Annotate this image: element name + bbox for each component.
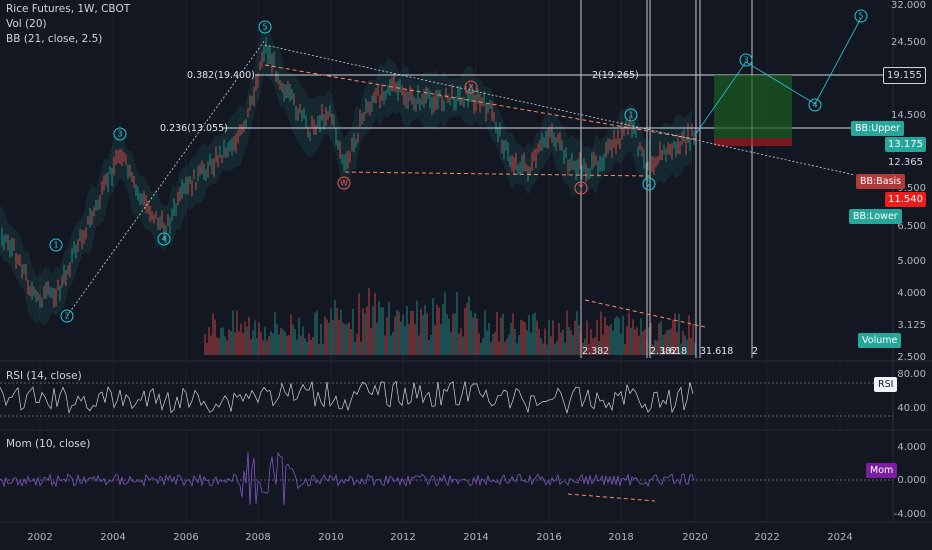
elliott-wave-label[interactable]: Y [575, 182, 588, 195]
mom-value-tag: Mom [866, 463, 897, 478]
elliott-wave-label[interactable]: 2 [643, 178, 656, 191]
time-axis-tick: 2014 [463, 532, 488, 543]
time-axis-tick: 2018 [608, 532, 633, 543]
elliott-wave-label[interactable]: 3 [114, 128, 127, 141]
time-axis-tick: 2010 [318, 532, 343, 543]
time-fib-label: 1.618 [660, 346, 687, 357]
elliott-wave-label[interactable]: 1 [50, 239, 63, 252]
mom-axis-tick: 4.000 [890, 442, 926, 453]
stop-zone-red [714, 138, 792, 146]
time-fib-label: 2 [752, 346, 758, 357]
fib-0236-label[interactable]: 0.236(13.055) [160, 123, 228, 134]
elliott-wave-label[interactable]: X [465, 81, 478, 94]
time-axis-tick: 2006 [173, 532, 198, 543]
trendline-dotted [67, 40, 265, 316]
mom-pane-label[interactable]: Mom (10, close) [6, 438, 90, 450]
elliott-wave-label[interactable]: 2 [61, 310, 74, 323]
price-axis-tick: 32.000 [890, 0, 926, 11]
fib-0382-label[interactable]: 0.382(19.400) [187, 70, 255, 81]
volume-tag: Volume [858, 333, 901, 348]
price-axis-tick: 14.500 [890, 110, 926, 121]
price-axis-tick: 3.125 [890, 320, 926, 331]
time-axis-tick: 2004 [100, 532, 125, 543]
symbol-title[interactable]: Rice Futures, 1W, CBOT [6, 3, 130, 16]
time-axis-tick: 2002 [27, 532, 52, 543]
time-axis-tick: 2024 [827, 532, 852, 543]
time-axis-tick: 2008 [245, 532, 270, 543]
bb-basis-tag: BB:Basis [856, 174, 905, 189]
vol-indicator-label[interactable]: Vol (20) [6, 18, 47, 31]
price-tag-bb-basis: 11.540 [885, 192, 926, 207]
time-axis-tick: 2016 [536, 532, 561, 543]
elliott-wave-label[interactable]: 5 [259, 21, 272, 34]
time-axis-tick: 2020 [682, 532, 707, 543]
rsi-pane-label[interactable]: RSI (14, close) [6, 370, 82, 382]
mom-axis-tick: -4.000 [890, 509, 926, 520]
bb-upper-tag: BB:Upper [851, 121, 904, 136]
elliott-wave-label[interactable]: 5 [855, 10, 868, 23]
rsi-line [0, 381, 693, 413]
price-axis-tick: 5.000 [890, 256, 926, 267]
price-axis-tick: 24.500 [890, 37, 926, 48]
time-axis-tick: 2012 [390, 532, 415, 543]
price-tag-bb-upper: 13.175 [885, 137, 926, 152]
price-tag-fib-level: 19.155 [883, 67, 926, 84]
elliott-wave-label[interactable]: 1 [625, 109, 638, 122]
elliott-wave-label[interactable]: W [338, 177, 351, 190]
elliott-wave-label[interactable]: 3 [740, 54, 753, 67]
mom-divergence-line [568, 494, 655, 501]
time-fib-label: 31.618 [700, 346, 733, 357]
time-fib-label: 2.382 [582, 346, 609, 357]
bb-indicator-label[interactable]: BB (21, close, 2.5) [6, 33, 102, 46]
target-zone-green [714, 75, 792, 138]
volume-divergence-line [585, 300, 705, 327]
bb-lower-tag: BB:Lower [849, 209, 902, 224]
price-axis-tick: 4.000 [890, 288, 926, 299]
momentum-line [0, 452, 694, 505]
time-axis-tick: 2022 [754, 532, 779, 543]
fib-extension-label[interactable]: 2(19.265) [592, 70, 639, 81]
price-tag-last: 12.365 [885, 155, 926, 170]
price-axis-tick: 2.500 [890, 352, 926, 363]
rsi-value-tag: RSI [874, 377, 897, 392]
elliott-wave-label[interactable]: 4 [158, 233, 171, 246]
rsi-axis-tick: 40.00 [890, 403, 926, 414]
elliott-wave-label[interactable]: 4 [809, 99, 822, 112]
